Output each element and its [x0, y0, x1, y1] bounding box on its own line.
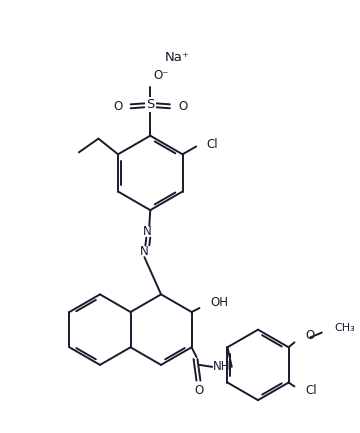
Text: O: O [305, 329, 315, 342]
Text: Na⁺: Na⁺ [165, 51, 190, 64]
Text: Cl: Cl [305, 384, 317, 397]
Text: O: O [178, 100, 187, 113]
Text: O⁻: O⁻ [153, 69, 169, 82]
Text: Cl: Cl [206, 138, 218, 151]
Text: S: S [146, 98, 154, 111]
Text: N: N [143, 225, 152, 238]
Text: O: O [113, 100, 122, 113]
Text: OH: OH [210, 296, 228, 309]
Text: O: O [195, 384, 204, 397]
Text: N: N [140, 245, 149, 258]
Text: NH: NH [213, 360, 231, 373]
Text: CH₃: CH₃ [334, 323, 355, 333]
